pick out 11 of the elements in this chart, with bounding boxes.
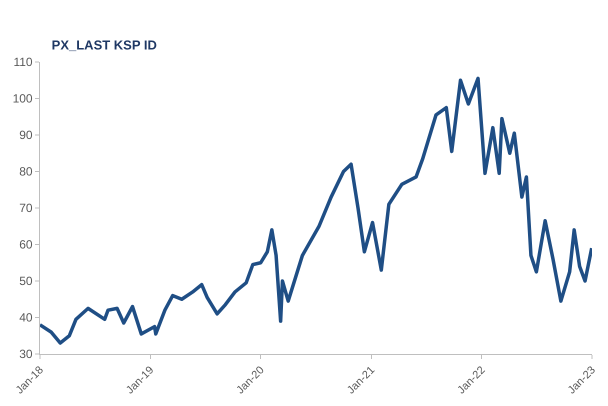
chart-title: PX_LAST KSP ID: [52, 38, 157, 53]
y-tick-label: 90: [19, 128, 33, 142]
line-series: [40, 76, 592, 345]
y-tick-label: 80: [19, 164, 33, 179]
y-tick-label: 110: [13, 55, 33, 70]
y-tick-label: 100: [12, 92, 33, 106]
y-tick-label: 50: [19, 274, 33, 288]
y-tick-label: 30: [19, 347, 33, 362]
y-tick-label: 70: [19, 201, 33, 216]
y-tick-label: 40: [19, 310, 33, 325]
y-tick-label: 60: [19, 238, 33, 252]
